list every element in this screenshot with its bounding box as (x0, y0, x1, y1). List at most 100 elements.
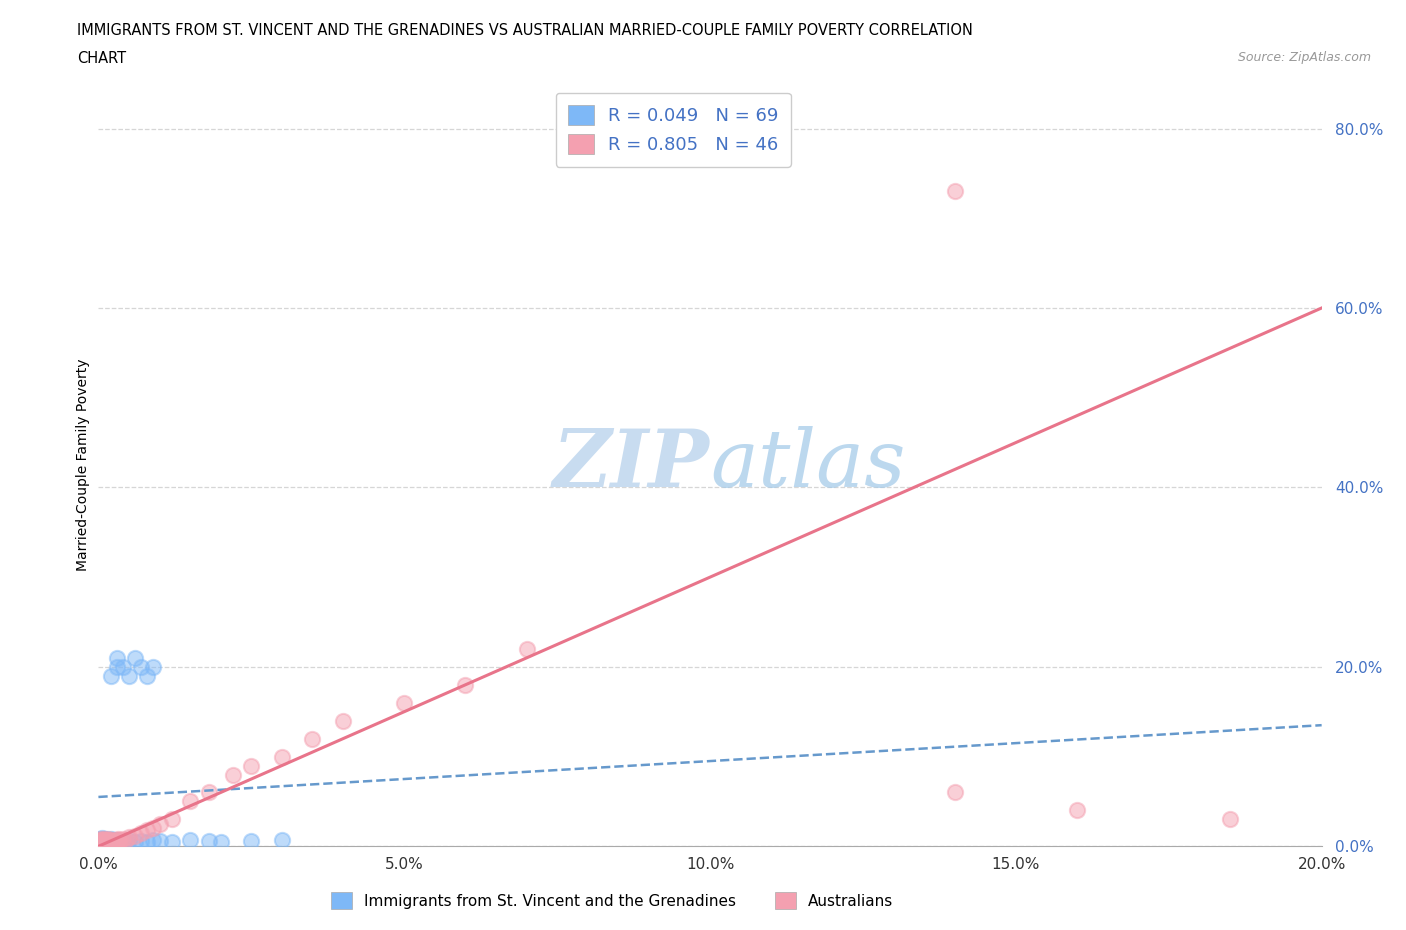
Point (115, 832, 138, 847)
Point (91, 834, 114, 849)
Point (105, 833, 128, 848)
Point (98, 832, 121, 847)
Point (90, 833, 112, 848)
Point (89, 834, 111, 849)
Point (270, 832, 292, 847)
Point (97, 833, 120, 848)
Point (1219, 812, 1241, 827)
Point (392, 696, 416, 711)
Point (118, 669, 141, 684)
Point (1066, 803, 1088, 817)
Point (90, 831, 112, 846)
Point (103, 833, 125, 848)
Point (136, 669, 159, 684)
Point (94, 835, 117, 850)
Point (222, 767, 245, 782)
Point (93, 832, 115, 847)
Point (90, 835, 112, 850)
Point (93, 833, 115, 848)
Point (240, 833, 263, 848)
Text: ZIP: ZIP (553, 426, 710, 504)
Point (91, 833, 114, 848)
Point (142, 659, 165, 674)
Point (91, 835, 114, 850)
Point (100, 669, 122, 684)
Legend: Immigrants from St. Vincent and the Grenadines, Australians: Immigrants from St. Vincent and the Gren… (325, 886, 900, 915)
Point (91, 830, 114, 845)
Point (124, 834, 146, 849)
Point (108, 832, 131, 847)
Point (96, 834, 118, 849)
Point (101, 835, 124, 850)
Point (105, 650, 128, 665)
Point (100, 831, 122, 846)
Text: atlas: atlas (710, 426, 905, 504)
Point (93, 834, 115, 849)
Point (111, 833, 134, 848)
Point (94, 834, 117, 849)
Point (107, 832, 129, 847)
Point (98, 832, 121, 847)
Point (97, 834, 120, 849)
Point (100, 834, 122, 849)
Point (149, 817, 172, 831)
Point (96, 833, 118, 848)
Point (301, 731, 323, 746)
Point (179, 832, 201, 847)
Point (160, 812, 183, 827)
Point (107, 831, 129, 846)
Point (129, 826, 152, 841)
Point (209, 834, 232, 849)
Point (97, 834, 120, 849)
Point (108, 834, 131, 849)
Point (91, 832, 114, 847)
Point (129, 659, 152, 674)
Point (110, 833, 132, 848)
Point (94, 833, 117, 848)
Point (93, 835, 115, 850)
Point (105, 835, 128, 850)
Point (98, 835, 121, 850)
Point (136, 834, 159, 849)
Point (90, 833, 112, 848)
Point (94, 834, 117, 849)
Point (101, 832, 124, 847)
Point (124, 650, 146, 665)
Point (90, 836, 112, 851)
Point (454, 677, 477, 692)
Point (332, 713, 354, 728)
Point (89, 832, 111, 847)
Point (91, 833, 114, 848)
Point (104, 832, 127, 847)
Point (270, 750, 292, 764)
Point (160, 834, 183, 849)
Point (118, 830, 141, 844)
Point (97, 831, 120, 846)
Point (91, 834, 114, 849)
Point (94, 832, 117, 847)
Point (89, 834, 111, 849)
Point (115, 834, 138, 849)
Point (118, 832, 141, 847)
Point (101, 832, 124, 847)
Point (111, 831, 134, 846)
Point (94, 833, 117, 848)
Point (104, 834, 127, 849)
Point (240, 758, 263, 773)
Point (129, 833, 152, 848)
Point (142, 821, 165, 836)
Point (516, 642, 538, 657)
Point (96, 831, 118, 846)
Point (107, 835, 129, 850)
Point (105, 659, 128, 674)
Point (179, 794, 201, 809)
Point (93, 831, 115, 846)
Point (93, 831, 115, 846)
Point (89, 831, 111, 846)
Point (943, 184, 966, 199)
Point (111, 659, 134, 674)
Point (197, 785, 219, 800)
Point (105, 832, 128, 847)
Point (943, 785, 966, 800)
Text: IMMIGRANTS FROM ST. VINCENT AND THE GRENADINES VS AUSTRALIAN MARRIED-COUPLE FAMI: IMMIGRANTS FROM ST. VINCENT AND THE GREN… (77, 23, 973, 38)
